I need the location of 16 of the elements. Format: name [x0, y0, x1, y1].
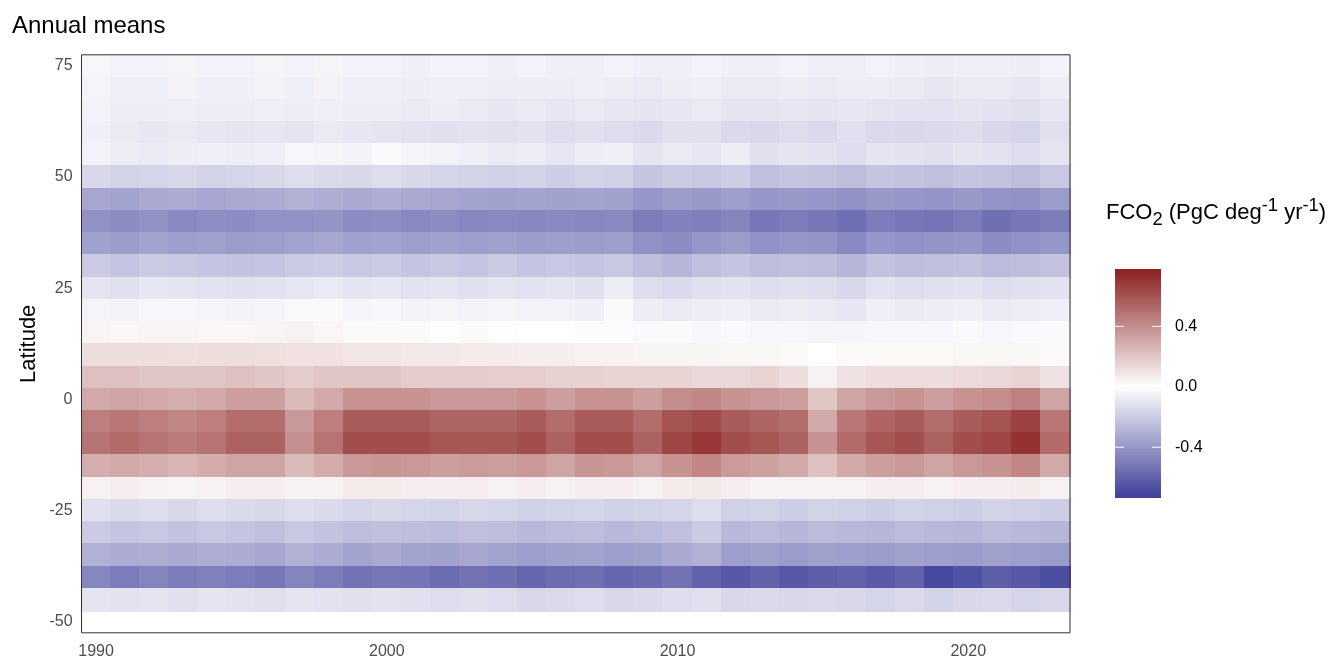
color-bar-label: 0.0	[1175, 377, 1198, 395]
color-bar-title: FCO$_{2}$ (PgC deg$^{-1}$ yr$^{-1}$)	[1106, 193, 1328, 231]
y-tick-label: 75	[54, 56, 73, 74]
y-axis-title: Latitude	[15, 304, 41, 383]
y-tick-label: -50	[49, 612, 73, 630]
color-bar-label: 0.4	[1175, 316, 1198, 334]
chart-title: Annual means	[12, 11, 166, 39]
x-tick-label: 2010	[659, 641, 696, 659]
y-tick-label: 0	[63, 389, 73, 407]
x-tick-label: 1990	[78, 641, 114, 659]
x-tick-label: 2020	[950, 641, 987, 659]
x-tick-label: 2000	[368, 641, 405, 659]
y-tick-label: -25	[49, 500, 73, 518]
y-tick-label: 50	[54, 167, 73, 185]
color-bar-label: -0.4	[1175, 437, 1203, 455]
y-tick-label: 25	[54, 278, 73, 296]
